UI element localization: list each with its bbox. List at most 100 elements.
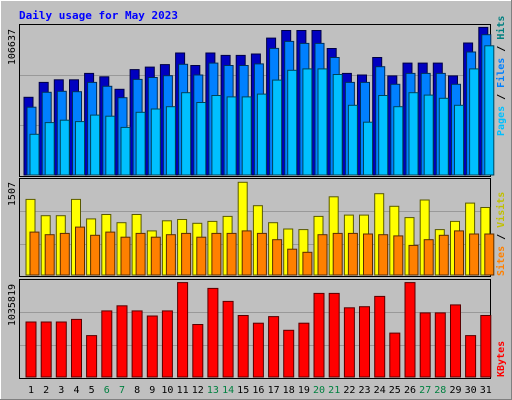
bar-kbytes-day-7 bbox=[116, 305, 128, 378]
svg-text:Sites / Visits: Sites / Visits bbox=[495, 192, 507, 276]
x-label-day-3: 3 bbox=[58, 385, 64, 396]
bar-kbytes-day-30 bbox=[465, 335, 477, 378]
panel-kbytes: 1035819 KBytes bbox=[7, 279, 507, 379]
legend-separator: / bbox=[496, 40, 507, 58]
x-label-day-29: 29 bbox=[449, 385, 461, 396]
bar-sites-day-23 bbox=[363, 233, 373, 276]
bar-sites-day-31 bbox=[484, 233, 495, 276]
bar-kbytes-day-26 bbox=[404, 282, 416, 378]
bars-visits-sites bbox=[25, 181, 495, 276]
bar-kbytes-day-27 bbox=[419, 312, 431, 378]
bar-kbytes-day-12 bbox=[192, 324, 204, 378]
bar-sites-day-28 bbox=[438, 234, 449, 276]
legend-separator: / bbox=[496, 88, 507, 106]
legend-kbytes-label: KBytes bbox=[496, 341, 507, 377]
bar-pages-day-4 bbox=[75, 121, 85, 176]
bar-sites-day-15 bbox=[241, 230, 252, 276]
x-label-day-24: 24 bbox=[374, 385, 386, 396]
bar-pages-day-13 bbox=[211, 95, 222, 176]
x-label-day-28: 28 bbox=[434, 385, 446, 396]
bar-kbytes-day-28 bbox=[434, 312, 446, 378]
bar-sites-day-5 bbox=[90, 234, 101, 276]
bar-pages-day-21 bbox=[332, 74, 343, 176]
bar-sites-day-12 bbox=[196, 236, 207, 276]
x-label-day-25: 25 bbox=[389, 385, 401, 396]
bar-kbytes-day-22 bbox=[343, 307, 355, 378]
bar-pages-day-2 bbox=[44, 122, 55, 176]
bar-sites-day-19 bbox=[302, 251, 313, 276]
x-label-day-19: 19 bbox=[298, 385, 310, 396]
bar-sites-day-17 bbox=[272, 239, 283, 276]
legend-files: Files bbox=[495, 58, 507, 88]
bar-kbytes-day-2 bbox=[40, 321, 52, 378]
x-label-day-18: 18 bbox=[283, 385, 295, 396]
x-label-day-26: 26 bbox=[404, 385, 416, 396]
svg-text:KBytes: KBytes bbox=[496, 341, 507, 377]
bar-pages-day-28 bbox=[438, 97, 449, 176]
bar-pages-day-10 bbox=[165, 106, 176, 176]
bar-kbytes-day-8 bbox=[131, 310, 143, 378]
bar-sites-day-1 bbox=[29, 231, 40, 276]
bar-kbytes-day-13 bbox=[207, 287, 219, 378]
bar-kbytes-day-4 bbox=[71, 318, 82, 378]
legend-pages: Pages bbox=[496, 106, 507, 136]
bar-pages-day-12 bbox=[196, 102, 207, 176]
bar-pages-day-5 bbox=[90, 114, 101, 176]
x-label-day-10: 10 bbox=[161, 385, 173, 396]
bar-sites-day-21 bbox=[332, 232, 343, 276]
bar-sites-day-16 bbox=[256, 232, 267, 276]
bar-kbytes-day-31 bbox=[480, 315, 492, 378]
bar-kbytes-day-5 bbox=[86, 335, 98, 378]
bar-sites-day-10 bbox=[165, 234, 176, 276]
bar-kbytes-day-25 bbox=[389, 332, 401, 378]
bars-hits-files-pages bbox=[23, 26, 495, 176]
bar-pages-day-22 bbox=[347, 104, 358, 176]
bar-pages-day-1 bbox=[29, 133, 40, 176]
bar-pages-day-25 bbox=[393, 106, 404, 176]
x-label-day-15: 15 bbox=[237, 385, 249, 396]
bar-pages-day-15 bbox=[241, 96, 252, 176]
x-label-day-27: 27 bbox=[419, 385, 431, 396]
bar-kbytes-day-18 bbox=[283, 329, 295, 378]
bar-pages-day-11 bbox=[181, 92, 192, 176]
bar-kbytes-day-6 bbox=[101, 310, 113, 378]
x-label-day-13: 13 bbox=[207, 385, 219, 396]
legend-hits-files-pages: Pages / Files / Hits bbox=[495, 16, 507, 136]
legend-visits-sites: Sites / Visits bbox=[495, 192, 507, 276]
x-label-day-21: 21 bbox=[328, 385, 340, 396]
ymax-label-kbytes: 1035819 bbox=[7, 284, 18, 326]
x-label-day-23: 23 bbox=[358, 385, 370, 396]
bar-sites-day-20 bbox=[317, 234, 328, 276]
bar-sites-day-30 bbox=[469, 233, 480, 276]
bar-sites-day-7 bbox=[120, 236, 131, 276]
x-label-day-5: 5 bbox=[89, 385, 95, 396]
bar-sites-day-27 bbox=[423, 239, 434, 276]
bar-pages-day-8 bbox=[135, 111, 146, 176]
bar-sites-day-9 bbox=[150, 236, 161, 276]
bar-sites-day-24 bbox=[378, 234, 389, 276]
bar-sites-day-2 bbox=[44, 234, 55, 276]
legend-kbytes: KBytes bbox=[496, 341, 507, 377]
x-label-day-30: 30 bbox=[465, 385, 477, 396]
x-label-day-9: 9 bbox=[149, 385, 155, 396]
bar-pages-day-16 bbox=[256, 93, 267, 176]
bar-pages-day-24 bbox=[378, 95, 389, 176]
bar-pages-day-23 bbox=[363, 121, 373, 176]
bar-kbytes-day-10 bbox=[161, 310, 173, 378]
x-label-day-31: 31 bbox=[480, 385, 492, 396]
ymax-label-visits-sites: 1507 bbox=[7, 182, 18, 206]
bar-sites-day-4 bbox=[75, 226, 85, 276]
bar-pages-day-20 bbox=[317, 68, 328, 176]
bar-sites-day-8 bbox=[135, 232, 146, 276]
bar-kbytes-day-24 bbox=[374, 295, 386, 378]
legend-sites: Sites bbox=[495, 246, 507, 276]
x-label-day-14: 14 bbox=[222, 385, 234, 396]
bar-pages-day-17 bbox=[272, 79, 283, 176]
x-label-day-20: 20 bbox=[313, 385, 325, 396]
bar-kbytes-day-1 bbox=[25, 321, 37, 378]
bar-kbytes-day-19 bbox=[298, 322, 310, 378]
legend-visits: Visits bbox=[495, 192, 507, 228]
bar-kbytes-day-3 bbox=[55, 321, 67, 378]
x-label-day-12: 12 bbox=[192, 385, 204, 396]
panel-visits-sites: 1507 Sites / Visits bbox=[7, 178, 507, 277]
